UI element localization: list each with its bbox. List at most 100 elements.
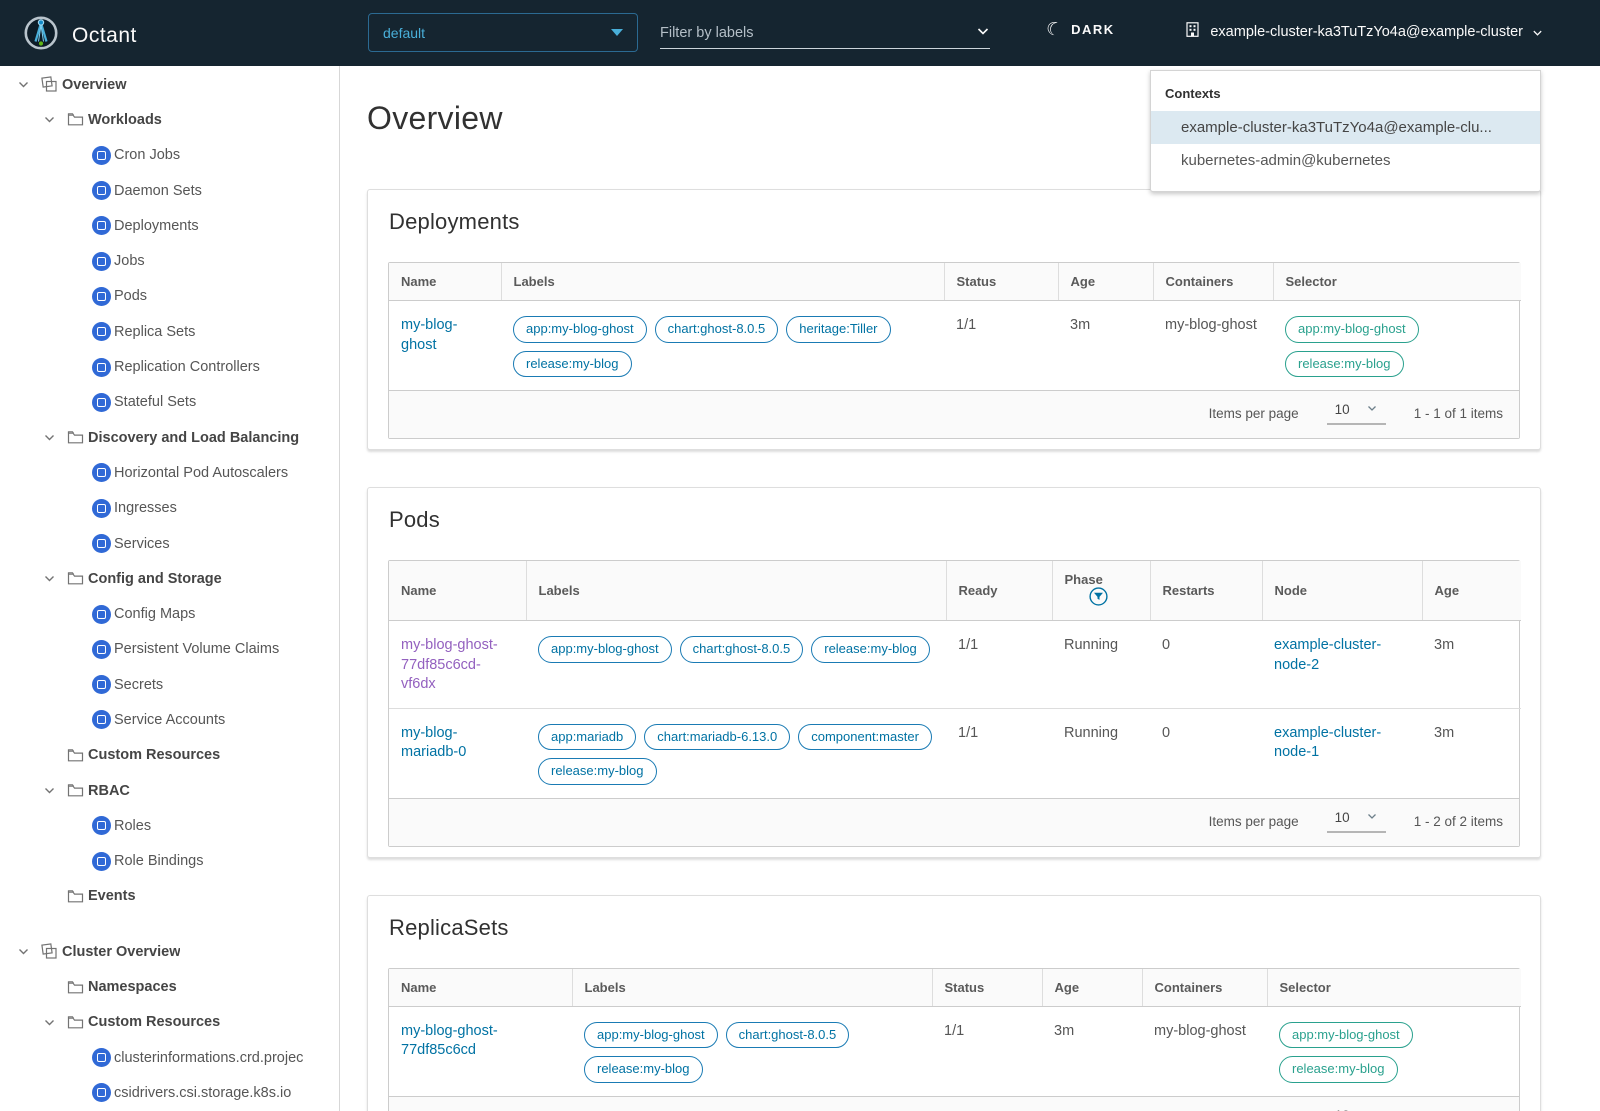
- filter-by-labels-input[interactable]: [660, 25, 976, 41]
- sidebar-item-secrets[interactable]: Secrets: [0, 667, 339, 702]
- daemon-sets-icon: [88, 181, 114, 201]
- jobs-icon: [88, 251, 114, 271]
- selector-tag: release:my-blog: [1285, 350, 1404, 378]
- table-row: my-blog-ghost-77df85c6cd-vf6dx app:my-blo…: [389, 621, 1521, 709]
- sidebar-item-clusterinformations-crd-projec[interactable]: clusterinformations.crd.projec: [0, 1040, 339, 1075]
- table-header-row: Name Labels Ready Phase Restarts Node Age: [389, 561, 1521, 622]
- resource-link[interactable]: my-blog-ghost: [401, 317, 458, 353]
- label-filter: [660, 18, 990, 49]
- cell-node: example-cluster-node-1: [1262, 707, 1422, 798]
- table-replicasets: Name Labels Status Age Containers Selector my-…: [388, 967, 1521, 1111]
- resource-link[interactable]: example-cluster-node-1: [1274, 724, 1382, 761]
- config-maps-icon: [88, 604, 114, 624]
- sidebar-item-role-bindings[interactable]: Role Bindings: [0, 844, 339, 879]
- chevron-down-icon[interactable]: [36, 572, 62, 585]
- column-header-label: Node: [1274, 583, 1308, 599]
- sidebar-item-label: Replica Sets: [114, 323, 196, 340]
- custom-resource-definition-icon: [88, 1083, 114, 1103]
- card-replicasets: ReplicaSets Name Labels Status Age Containers…: [367, 894, 1541, 1111]
- column-header-label: Ready: [958, 583, 998, 599]
- sidebar-item-config-maps[interactable]: Config Maps: [0, 596, 339, 631]
- sidebar-item-custom-resources[interactable]: Custom Resources: [0, 738, 339, 773]
- sidebar-item-rbac[interactable]: RBAC: [0, 773, 339, 808]
- items-per-page-label: Items per page: [1208, 813, 1299, 829]
- context-switcher[interactable]: example-cluster-ka3TuTzYo4a@example-clus…: [1184, 21, 1543, 43]
- sidebar-item-roles[interactable]: Roles: [0, 808, 339, 843]
- sidebar-item-deployments[interactable]: Deployments: [0, 208, 339, 243]
- sidebar-item-custom-resources[interactable]: Custom Resources: [0, 1005, 339, 1040]
- context-label: example-cluster-ka3TuTzYo4a@example-clus…: [1210, 24, 1523, 40]
- sidebar-item-daemon-sets[interactable]: Daemon Sets: [0, 173, 339, 208]
- sidebar-item-label: Overview: [62, 76, 127, 93]
- sidebar-item-label: Namespaces: [88, 979, 177, 996]
- column-header-label: Age: [1434, 583, 1460, 599]
- resource-link[interactable]: example-cluster-node-2: [1274, 637, 1382, 673]
- sidebar-item-csidrivers-csi-storage-k8s-io[interactable]: csidrivers.csi.storage.k8s.io: [0, 1075, 339, 1110]
- sidebar-item-label: Discovery and Load Balancing: [88, 429, 300, 446]
- cell-ready: 1/1: [946, 621, 1052, 709]
- sidebar-item-workloads[interactable]: Workloads: [0, 102, 339, 137]
- context-menu-item-kubernetes-admin-kubernetes[interactable]: kubernetes-admin@kubernetes: [1181, 152, 1391, 169]
- chevron-down-icon[interactable]: [36, 113, 62, 126]
- cell-containers: my-blog-ghost: [1142, 1006, 1267, 1096]
- resource-link[interactable]: my-blog-ghost-77df85c6cd: [401, 1022, 498, 1059]
- sidebar-item-services[interactable]: Services: [0, 526, 339, 561]
- theme-toggle-button[interactable]: ☾ DARK: [1044, 17, 1115, 40]
- namespace-select[interactable]: default: [368, 13, 638, 52]
- page-size-select[interactable]: 10: [1327, 1108, 1386, 1111]
- label-tag: release:my-blog: [513, 350, 632, 378]
- chevron-down-icon[interactable]: [10, 945, 36, 958]
- sidebar-item-replica-sets[interactable]: Replica Sets: [0, 314, 339, 349]
- persistent-volume-claims-icon: [88, 639, 114, 659]
- page-size-value: 10: [1334, 402, 1350, 418]
- sidebar-item-pods[interactable]: Pods: [0, 279, 339, 314]
- table-row: my-blog-mariadb-0 app:mariadb chart:mariad…: [389, 707, 1521, 798]
- sidebar-item-overview[interactable]: Overview: [0, 67, 339, 102]
- sidebar-item-horizontal-pod-autoscalers[interactable]: Horizontal Pod Autoscalers: [0, 455, 339, 490]
- column-header-age: Age: [1041, 968, 1142, 1007]
- cell-text: my-blog-ghost: [1154, 1022, 1246, 1039]
- resource-link[interactable]: my-blog-ghost-77df85c6cd-vf6dx: [401, 637, 498, 693]
- sidebar-item-jobs[interactable]: Jobs: [0, 243, 339, 278]
- sidebar-item-persistent-volume-claims[interactable]: Persistent Volume Claims: [0, 632, 339, 667]
- sidebar-item-ingresses[interactable]: Ingresses: [0, 491, 339, 526]
- replica-sets-icon: [88, 322, 114, 342]
- chevron-down-icon: [1366, 402, 1378, 417]
- column-header-label: Phase: [1064, 572, 1103, 588]
- sidebar-item-label: clusterinformations.crd.projec: [114, 1049, 304, 1066]
- cell-text: 1/1: [956, 317, 977, 333]
- column-header-label: Restarts: [1162, 583, 1215, 599]
- sidebar-item-replication-controllers[interactable]: Replication Controllers: [0, 349, 339, 384]
- card-title: Pods: [389, 507, 440, 533]
- selector-list: app:my-blog-ghost release:my-blog: [1279, 1021, 1509, 1083]
- contexts-dropdown-title: Contexts: [1165, 86, 1221, 101]
- sidebar-item-config-and-storage[interactable]: Config and Storage: [0, 561, 339, 596]
- sidebar-item-discovery-and-load-balancing[interactable]: Discovery and Load Balancing: [0, 420, 339, 455]
- sidebar-item-cluster-overview[interactable]: Cluster Overview: [0, 934, 339, 969]
- context-menu-item-example-cluster-ka3tutzyo4a-example-clu[interactable]: example-cluster-ka3TuTzYo4a@example-clu.…: [1151, 111, 1540, 144]
- chevron-down-icon[interactable]: [36, 1016, 62, 1029]
- app-header: Octant default ☾ DARK example-cluster-ka…: [0, 0, 1600, 66]
- sidebar-item-cron-jobs[interactable]: Cron Jobs: [0, 138, 339, 173]
- chevron-down-icon[interactable]: [976, 24, 990, 43]
- sidebar-item-namespaces[interactable]: Namespaces: [0, 969, 339, 1004]
- sidebar-item-stateful-sets[interactable]: Stateful Sets: [0, 385, 339, 420]
- chevron-down-icon[interactable]: [36, 431, 62, 444]
- sidebar-item-service-accounts[interactable]: Service Accounts: [0, 702, 339, 737]
- filter-icon[interactable]: [1088, 587, 1108, 609]
- label-tag: chart:mariadb-6.13.0: [644, 723, 791, 751]
- cell-text: 1/1: [944, 1022, 965, 1039]
- sidebar-item-label: Roles: [114, 817, 152, 834]
- data-table: Name Labels Ready Phase Restarts Node Age my-bl…: [389, 561, 1521, 798]
- sidebar-item-events[interactable]: Events: [0, 879, 339, 914]
- chevron-down-icon[interactable]: [36, 784, 62, 797]
- page-size-select[interactable]: 10: [1326, 810, 1386, 833]
- page-size-select[interactable]: 10: [1326, 402, 1386, 426]
- column-header-containers: Containers: [1141, 968, 1267, 1007]
- cell-age: 3m: [1422, 707, 1521, 798]
- folder-icon: [62, 112, 88, 127]
- column-header-age: Age: [1421, 561, 1521, 622]
- resource-link[interactable]: my-blog-mariadb-0: [401, 724, 467, 761]
- chevron-down-icon[interactable]: [10, 78, 36, 91]
